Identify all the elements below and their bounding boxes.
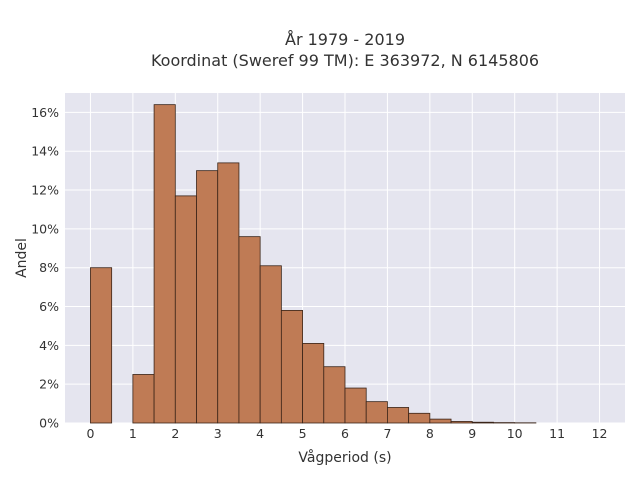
x-tick-label: 11 (549, 426, 565, 441)
y-tick-label: 4% (39, 338, 59, 353)
histogram-bar (387, 407, 410, 424)
y-tick-label: 10% (31, 221, 59, 236)
histogram-bar (280, 310, 303, 424)
x-axis-ticks: 0 1 2 3 4 5 6 7 8 9 10 11 12 (86, 426, 607, 441)
y-tick-label: 2% (39, 377, 59, 392)
histogram-bar (471, 421, 494, 424)
x-tick-label: 10 (507, 426, 523, 441)
x-tick-label: 12 (592, 426, 608, 441)
histogram-bar (153, 104, 176, 424)
y-tick-label: 12% (31, 183, 59, 198)
x-tick-label: 3 (214, 426, 222, 441)
y-tick-label: 6% (39, 299, 59, 314)
histogram-bar (365, 401, 388, 424)
y-tick-label: 16% (31, 105, 59, 120)
histogram-bar (429, 418, 452, 424)
x-tick-label: 9 (468, 426, 476, 441)
histogram-bar (344, 387, 367, 424)
x-tick-label: 1 (129, 426, 137, 441)
x-tick-label: 4 (256, 426, 264, 441)
x-tick-label: 0 (86, 426, 94, 441)
histogram-bar (302, 343, 325, 424)
histogram-bar (450, 421, 473, 424)
bars (90, 104, 537, 424)
chart-title: År 1979 - 2019 (285, 30, 405, 49)
y-tick-label: 0% (39, 416, 59, 431)
histogram-bar (90, 267, 113, 424)
x-tick-label: 5 (299, 426, 307, 441)
histogram-bar (323, 366, 346, 424)
y-axis-label: Andel (14, 238, 30, 278)
y-tick-label: 8% (39, 260, 59, 275)
x-tick-label: 6 (341, 426, 349, 441)
histogram-bar (196, 170, 219, 424)
y-tick-label: 14% (31, 144, 59, 159)
histogram-bar (132, 374, 155, 424)
histogram-bar (174, 195, 197, 424)
x-tick-label: 8 (426, 426, 434, 441)
y-axis-ticks: 0% 2% 4% 6% 8% 10% 12% 14% 16% (31, 105, 59, 431)
x-axis-label: Vågperiod (s) (298, 449, 391, 466)
histogram-bar (217, 162, 240, 424)
x-tick-label: 7 (383, 426, 391, 441)
histogram-bar (238, 236, 261, 424)
histogram-bar (408, 412, 431, 424)
chart-subtitle: Koordinat (Sweref 99 TM): E 363972, N 61… (151, 51, 539, 70)
x-tick-label: 2 (171, 426, 179, 441)
histogram-bar (259, 265, 282, 424)
